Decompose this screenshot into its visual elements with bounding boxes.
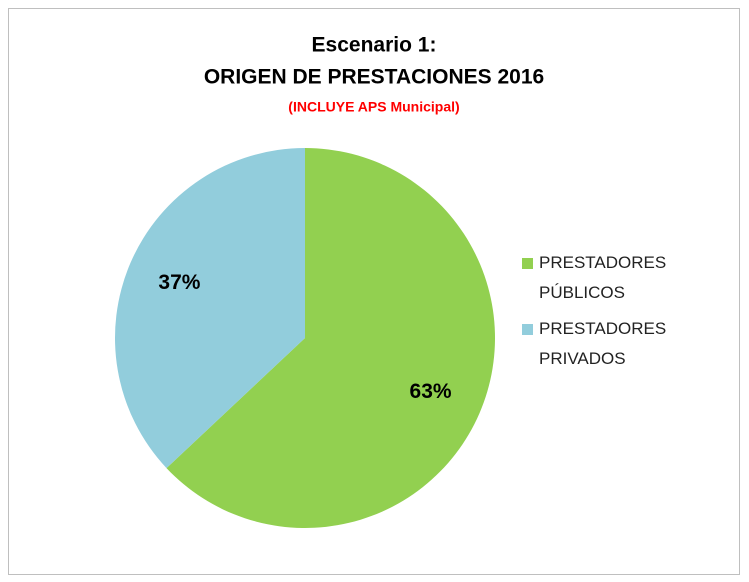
legend: PRESTADORES PÚBLICOS PRESTADORES PRIVADOS: [522, 248, 687, 380]
data-label: 37%: [158, 271, 200, 294]
chart-title-line: ORIGEN DE PRESTACIONES 2016: [204, 66, 544, 89]
pie-slice: [115, 148, 305, 469]
legend-item: PRESTADORES PRIVADOS: [522, 314, 687, 374]
chart-subtitle: (INCLUYE APS Municipal): [288, 99, 459, 115]
data-label: 63%: [410, 380, 452, 403]
legend-label: PRESTADORES PÚBLICOS: [539, 253, 667, 302]
legend-swatch: [522, 324, 533, 335]
legend-item: PRESTADORES PÚBLICOS: [522, 248, 687, 308]
chart-title-line: Escenario 1:: [312, 34, 437, 57]
legend-label: PRESTADORES PRIVADOS: [539, 319, 667, 368]
pie-slice: [166, 148, 495, 528]
legend-swatch: [522, 258, 533, 269]
